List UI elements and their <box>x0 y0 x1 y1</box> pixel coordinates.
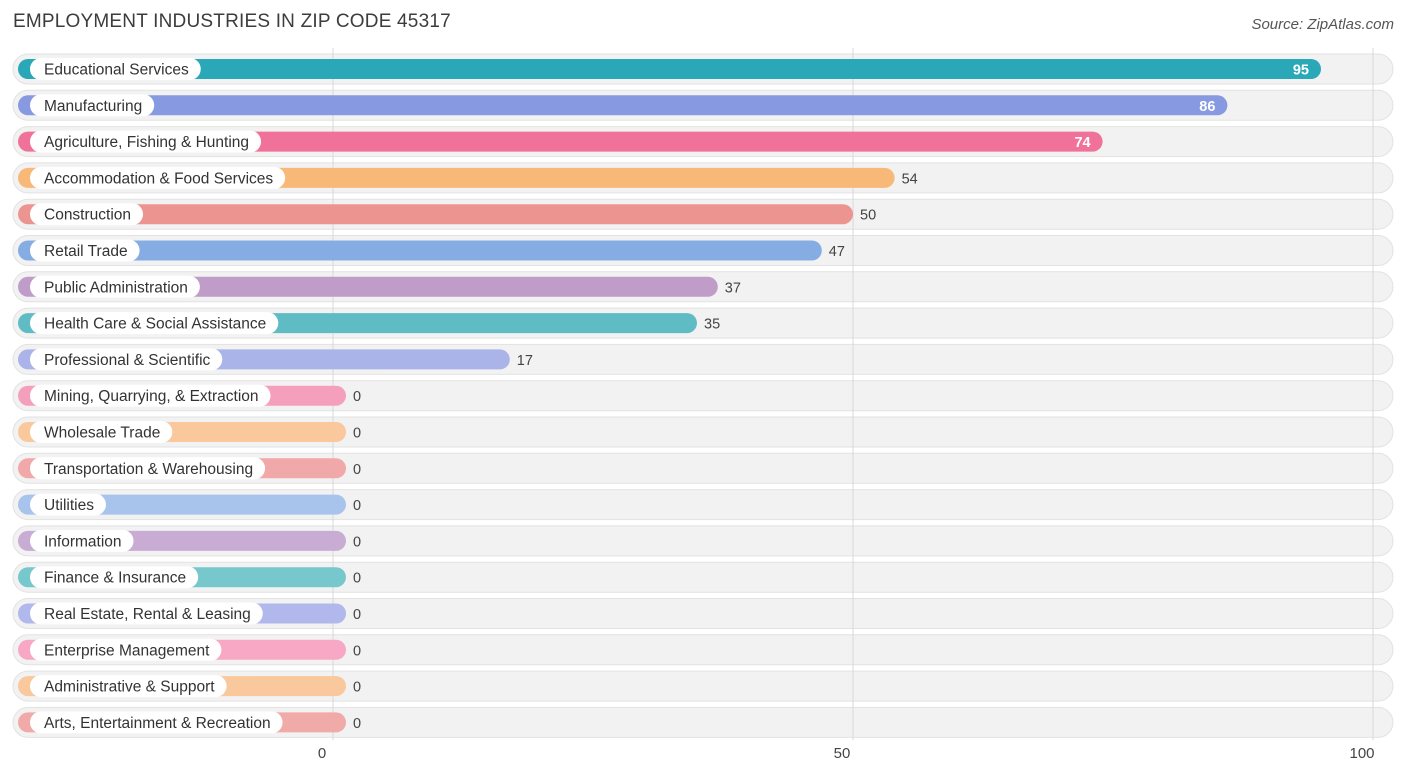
value-label: 0 <box>353 534 361 550</box>
row-background <box>12 452 1394 484</box>
x-tick-label: 0 <box>318 745 326 762</box>
value-label: 86 <box>1199 99 1215 115</box>
category-label-pill <box>30 130 262 153</box>
category-label-pill <box>30 675 227 698</box>
category-label: Public Administration <box>44 279 188 296</box>
category-label: Finance & Insurance <box>44 570 186 587</box>
value-label: 0 <box>353 571 361 587</box>
category-label-pill <box>30 711 283 734</box>
category-label-pill <box>30 602 263 625</box>
value-label: 0 <box>353 426 361 442</box>
row-background <box>12 489 1394 521</box>
category-label-pill <box>30 275 200 298</box>
value-label: 0 <box>353 462 361 478</box>
category-label-pill <box>30 638 222 661</box>
category-label: Information <box>44 533 122 550</box>
category-label-pill <box>30 239 140 262</box>
row-background <box>12 634 1394 666</box>
category-label: Construction <box>44 207 131 224</box>
bar <box>18 240 822 261</box>
category-label: Arts, Entertainment & Recreation <box>44 715 271 732</box>
value-label: 95 <box>1293 63 1309 79</box>
category-label: Mining, Quarrying, & Extraction <box>44 388 259 405</box>
category-label: Wholesale Trade <box>44 425 160 442</box>
category-label: Educational Services <box>44 62 189 79</box>
row-background <box>12 561 1394 593</box>
x-tick-label: 50 <box>834 745 851 762</box>
category-label: Professional & Scientific <box>44 352 211 369</box>
category-label-pill <box>30 457 266 480</box>
category-label-pill <box>30 312 279 335</box>
category-label: Transportation & Warehousing <box>44 461 253 478</box>
category-label: Utilities <box>44 497 94 514</box>
category-label-pill <box>30 94 155 117</box>
value-label: 0 <box>353 716 361 732</box>
bar <box>18 131 1103 152</box>
value-label: 0 <box>353 680 361 696</box>
category-label: Enterprise Management <box>44 642 210 659</box>
value-label: 0 <box>353 607 361 623</box>
row-background <box>12 670 1394 702</box>
category-label-pill <box>30 421 173 443</box>
category-label: Retail Trade <box>44 243 128 260</box>
row-background <box>12 598 1394 629</box>
row-background <box>12 525 1394 557</box>
category-label: Accommodation & Food Services <box>44 170 273 187</box>
value-label: 54 <box>902 171 918 187</box>
row-background <box>12 706 1394 738</box>
value-label: 74 <box>1074 135 1090 151</box>
category-label: Real Estate, Rental & Leasing <box>44 606 251 623</box>
value-label: 0 <box>353 643 361 659</box>
x-tick-label: 100 <box>1349 745 1374 762</box>
source-label: Source: ZipAtlas.com <box>1251 16 1394 33</box>
value-label: 0 <box>353 389 361 405</box>
category-label-pill <box>30 384 271 407</box>
category-label: Health Care & Social Assistance <box>44 316 266 333</box>
category-label-pill <box>30 566 199 589</box>
row-background <box>12 416 1394 448</box>
bar <box>18 204 853 225</box>
row-background <box>12 380 1394 412</box>
value-label: 37 <box>725 280 741 296</box>
category-label: Agriculture, Fishing & Hunting <box>44 134 249 151</box>
category-label-pill <box>30 493 106 516</box>
value-label: 35 <box>704 317 720 333</box>
category-label: Manufacturing <box>44 98 142 115</box>
value-label: 50 <box>860 208 876 224</box>
bar <box>18 59 1321 79</box>
category-label-pill <box>30 348 223 371</box>
bar <box>18 95 1228 116</box>
category-label-pill <box>30 166 286 189</box>
category-label: Administrative & Support <box>44 679 215 696</box>
category-label-pill <box>30 529 134 552</box>
value-label: 0 <box>353 498 361 514</box>
category-label-pill <box>30 58 201 80</box>
value-label: 47 <box>829 244 845 260</box>
value-label: 17 <box>517 353 533 369</box>
chart-title: EMPLOYMENT INDUSTRIES IN ZIP CODE 45317 <box>13 11 451 32</box>
category-label-pill <box>30 203 144 226</box>
